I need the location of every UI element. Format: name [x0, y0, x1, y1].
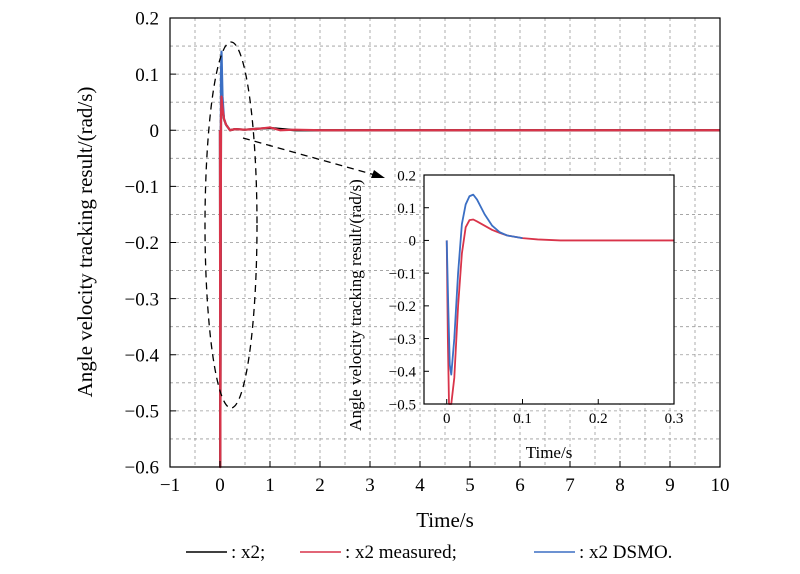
main-series-x2-measured [218, 95, 720, 469]
main-y-tick-label: 0 [150, 121, 160, 142]
inset-y-tick-label: −0.5 [389, 397, 416, 413]
main-x-tick-label: 4 [415, 475, 425, 496]
inset-y-tick-label: 0 [409, 234, 417, 250]
main-x-tick-label: 1 [265, 475, 275, 496]
inset-x-tick-label: 0.3 [665, 411, 684, 427]
inset-x-axis-title: Time/s [526, 443, 573, 462]
legend-label-x2-measured: : x2 measured; [345, 542, 457, 563]
legend-label-x2: : x2; [231, 542, 265, 563]
inset-y-axis-title: Angle velocity tracking result/(rad/s) [346, 179, 365, 431]
inset-x-tick-label: 0.1 [513, 411, 532, 427]
main-x-tick-label: 0 [215, 475, 225, 496]
main-x-tick-label: 10 [711, 475, 730, 496]
main-y-axis-title: Angle velocity tracking result/(rad/s) [73, 87, 97, 398]
inset-plot-frame [423, 174, 675, 405]
inset-y-tick-label: 0.2 [397, 168, 416, 184]
main-y-tick-label: 0.1 [135, 65, 159, 86]
legend-label-x2-dsmo: : x2 DSMO. [579, 542, 672, 563]
main-x-tick-label: 2 [315, 475, 325, 496]
zoom-arrow-line [242, 137, 376, 176]
main-x-axis-title: Time/s [416, 508, 474, 532]
zoom-region-ellipse [204, 41, 258, 409]
main-x-tick-label: 8 [615, 475, 625, 496]
inset-y-tick-label: 0.1 [397, 201, 416, 217]
main-x-tick-label: 7 [565, 475, 575, 496]
main-y-tick-label: −0.5 [125, 402, 159, 423]
inset-series [445, 193, 674, 405]
inset-x-tick-label: 0 [443, 411, 451, 427]
main-y-tick-labels: 0.2 0.1 0 −0.1 −0.2 −0.3 −0.4 −0.5 −0.6 [125, 9, 160, 479]
inset-y-tick-label: −0.4 [389, 365, 417, 381]
main-y-tick-label: −0.3 [125, 289, 159, 310]
inset-x-tick-label: 0.2 [589, 411, 608, 427]
legend: : x2; : x2 measured; : x2 DSMO. [186, 542, 672, 563]
inset-series-x2-dsmo [445, 193, 523, 376]
main-x-tick-label: −1 [160, 475, 180, 496]
main-x-tick-label: 9 [665, 475, 675, 496]
zoom-arrow-head [371, 170, 385, 178]
main-x-tick-label: 6 [515, 475, 525, 496]
main-x-tick-label: 5 [465, 475, 475, 496]
main-x-tick-labels: −1 0 1 2 3 4 5 6 7 8 9 10 [160, 475, 730, 496]
inset-background [424, 175, 674, 404]
main-ticks [169, 17, 721, 468]
inset-y-tick-label: −0.2 [389, 299, 416, 315]
main-y-tick-label: −0.6 [125, 458, 159, 479]
main-y-tick-label: −0.2 [125, 233, 159, 254]
inset-series-x2-measured [445, 218, 674, 405]
main-x-tick-label: 3 [365, 475, 375, 496]
inset-x-tick-labels: 0 0.1 0.2 0.3 [443, 411, 683, 427]
inset-y-tick-labels: 0.2 0.1 0 −0.1 −0.2 −0.3 −0.4 −0.5 [389, 168, 417, 413]
main-y-tick-label: −0.4 [125, 345, 160, 366]
inset-y-tick-label: −0.1 [389, 266, 416, 282]
main-y-tick-label: −0.1 [125, 177, 159, 198]
inset-y-tick-label: −0.3 [389, 332, 416, 348]
inset-ticks [424, 174, 675, 405]
main-y-tick-label: 0.2 [135, 9, 159, 30]
main-series [218, 50, 720, 469]
